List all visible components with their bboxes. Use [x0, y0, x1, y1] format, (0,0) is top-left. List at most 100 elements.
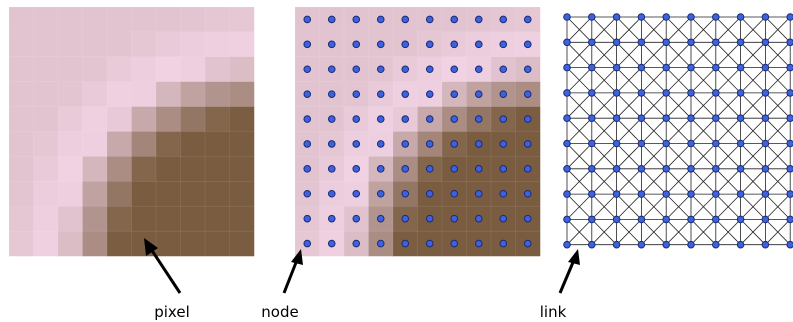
node [500, 141, 507, 148]
node [713, 115, 720, 122]
pixel [107, 57, 132, 82]
node [475, 190, 482, 197]
node [688, 39, 695, 46]
node [377, 141, 384, 148]
node [688, 115, 695, 122]
node [451, 41, 458, 48]
pixel [205, 32, 230, 57]
pixel [9, 132, 34, 157]
node [787, 216, 793, 223]
pixel [34, 82, 59, 107]
node [589, 39, 596, 46]
node [402, 91, 409, 98]
node [500, 16, 507, 23]
pixel [107, 231, 132, 256]
node [402, 240, 409, 247]
pixel [132, 206, 157, 231]
pixel [9, 231, 34, 256]
node [564, 39, 571, 46]
pixel [58, 156, 83, 181]
node [500, 41, 507, 48]
node [737, 140, 744, 147]
pixel [132, 82, 157, 107]
node [737, 64, 744, 71]
node [713, 166, 720, 173]
pixel-grid [9, 7, 254, 256]
node [663, 216, 670, 223]
node [613, 216, 620, 223]
pixel [107, 82, 132, 107]
pixel [34, 107, 59, 132]
pixel [107, 32, 132, 57]
pixel [230, 57, 255, 82]
node [451, 16, 458, 23]
node [500, 215, 507, 222]
node [613, 140, 620, 147]
pixel [132, 132, 157, 157]
node [564, 115, 571, 122]
pixel [83, 107, 108, 132]
node [328, 66, 335, 73]
node [304, 116, 311, 123]
node [688, 90, 695, 97]
node [500, 116, 507, 123]
node [613, 14, 620, 21]
node [377, 116, 384, 123]
node [737, 90, 744, 97]
node [377, 166, 384, 173]
node [377, 215, 384, 222]
node [426, 41, 433, 48]
node [688, 64, 695, 71]
node [564, 241, 571, 248]
node [426, 166, 433, 173]
node [451, 91, 458, 98]
pixel [205, 82, 230, 107]
node [328, 240, 335, 247]
node [500, 166, 507, 173]
pixel [34, 57, 59, 82]
pixel [58, 57, 83, 82]
pixel [181, 107, 206, 132]
pixel [34, 132, 59, 157]
node [451, 166, 458, 173]
pixel [132, 7, 157, 32]
node [377, 91, 384, 98]
node [353, 166, 360, 173]
node [663, 166, 670, 173]
node [304, 215, 311, 222]
node [762, 216, 769, 223]
pixel [156, 132, 181, 157]
node [688, 216, 695, 223]
pixel [83, 181, 108, 206]
node [787, 166, 793, 173]
node [475, 91, 482, 98]
node [328, 141, 335, 148]
node [402, 116, 409, 123]
pixel [230, 181, 255, 206]
node [500, 240, 507, 247]
node [402, 190, 409, 197]
node [663, 115, 670, 122]
node [638, 140, 645, 147]
pixel [58, 231, 83, 256]
pixel [230, 206, 255, 231]
node [737, 166, 744, 173]
pixel [230, 156, 255, 181]
pixel [83, 132, 108, 157]
node [475, 215, 482, 222]
pixel [156, 57, 181, 82]
pixel [132, 181, 157, 206]
node [762, 64, 769, 71]
graph [564, 14, 793, 248]
node [787, 14, 793, 21]
node [737, 39, 744, 46]
node [713, 90, 720, 97]
node [713, 140, 720, 147]
node [638, 115, 645, 122]
node [328, 41, 335, 48]
node [564, 166, 571, 173]
node [353, 16, 360, 23]
node [377, 41, 384, 48]
pixel [132, 32, 157, 57]
node [638, 216, 645, 223]
